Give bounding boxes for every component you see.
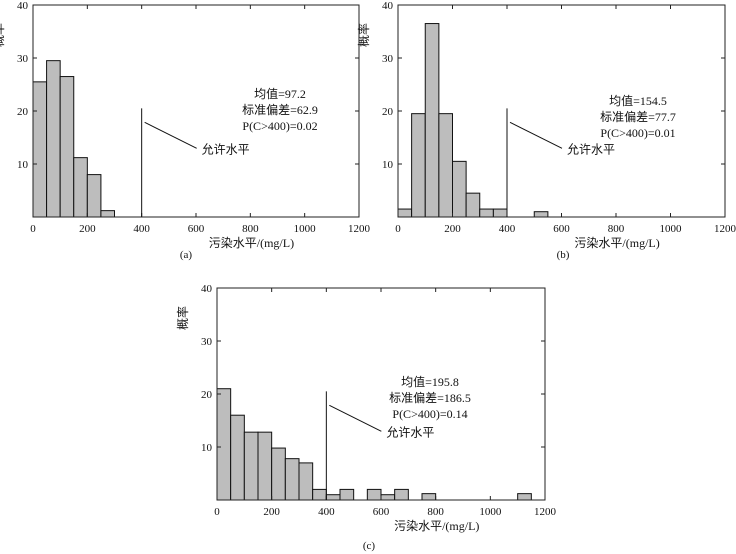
histogram-bar xyxy=(492,208,508,218)
y-tick-label: 30 xyxy=(17,53,29,65)
x-tick-label: 1200 xyxy=(534,506,557,518)
y-axis-label: 概率 xyxy=(356,23,371,47)
histogram-bar xyxy=(100,210,115,218)
stats-line: 标准偏差=62.9 xyxy=(242,102,318,117)
panel-caption: (b) xyxy=(557,249,570,261)
x-tick-label: 1200 xyxy=(348,223,371,235)
histogram-bar xyxy=(73,157,88,218)
stats-line: 标准偏差=186.5 xyxy=(389,390,471,405)
y-tick-label: 10 xyxy=(382,159,394,171)
x-tick-label: 800 xyxy=(242,223,259,235)
y-tick-label: 20 xyxy=(201,389,213,401)
histogram-bar xyxy=(452,160,467,218)
stats-line: 均值=154.5 xyxy=(609,93,667,108)
histogram-bar xyxy=(271,447,286,501)
x-tick-label: 1000 xyxy=(479,506,502,518)
histogram-bar xyxy=(479,208,494,218)
histogram-bar xyxy=(46,60,61,218)
y-tick-label: 10 xyxy=(17,159,29,171)
stats-line: 均值=97.2 xyxy=(254,86,306,101)
x-tick-label: 200 xyxy=(79,223,96,235)
x-tick-label: 200 xyxy=(263,506,280,518)
histogram-bar xyxy=(243,431,259,501)
histogram-bar xyxy=(325,494,341,501)
histogram-bar xyxy=(230,414,245,501)
stats-line: 均值=195.8 xyxy=(401,374,459,389)
histogram-bar xyxy=(86,174,102,218)
y-tick-label: 20 xyxy=(382,106,394,118)
histogram-bar xyxy=(438,113,453,218)
annotation-leader-line xyxy=(509,121,563,149)
stats-line: P(C>400)=0.01 xyxy=(600,126,675,140)
y-tick-label: 40 xyxy=(17,0,29,12)
y-tick-label: 40 xyxy=(201,283,213,295)
allowable-level-label: 允许水平 xyxy=(386,424,434,439)
x-tick-label: 800 xyxy=(608,223,625,235)
histogram-bar xyxy=(284,458,300,501)
histogram-bar xyxy=(312,488,327,501)
x-tick-label: 1000 xyxy=(660,223,683,235)
histogram-bar xyxy=(257,431,273,501)
stats-line: 标准偏差=77.7 xyxy=(600,109,676,124)
histogram-bar xyxy=(465,192,481,218)
x-tick-label: 1000 xyxy=(294,223,317,235)
x-tick-label: 200 xyxy=(444,223,461,235)
histogram-bar xyxy=(421,493,437,501)
x-tick-label: 0 xyxy=(395,223,401,235)
y-tick-label: 20 xyxy=(17,106,29,118)
y-tick-label: 30 xyxy=(382,53,394,65)
histogram-bar xyxy=(533,211,549,218)
histogram-bar xyxy=(411,113,426,218)
histogram-bar xyxy=(216,388,232,501)
stats-line: P(C>400)=0.02 xyxy=(242,119,317,133)
histogram-bar xyxy=(517,493,532,501)
x-tick-label: 600 xyxy=(188,223,205,235)
histogram-bar xyxy=(298,462,314,501)
annotation-leader-line xyxy=(144,121,197,149)
x-axis-label: 污染水平/(mg/L) xyxy=(394,518,479,533)
x-tick-label: 400 xyxy=(499,223,516,235)
histogram-bar xyxy=(397,208,413,218)
x-tick-label: 600 xyxy=(553,223,570,235)
stats-line: P(C>400)=0.14 xyxy=(392,407,467,421)
chart-panel-a: 0 200 400 600 800 1000 1200 10 20 30 40 概率污染水平/(mg/… xyxy=(0,0,371,261)
histogram-bar xyxy=(32,81,48,218)
x-tick-label: 0 xyxy=(30,223,36,235)
x-axis-label: 污染水平/(mg/L) xyxy=(209,235,294,250)
histogram-bar xyxy=(424,23,440,218)
chart-panel-b: 0 200 400 600 800 1000 1200 10 20 30 40 概率污染水平/(mg/… xyxy=(356,0,736,261)
x-tick-label: 1200 xyxy=(714,223,736,235)
y-axis-label: 概率 xyxy=(0,23,6,47)
y-tick-label: 10 xyxy=(201,442,213,454)
chart-panel-c: 0 200 400 600 800 1000 1200 10 20 30 40 概率污染水平/(mg/… xyxy=(175,283,557,552)
histogram-bar xyxy=(394,488,409,501)
histogram-bar xyxy=(59,76,75,218)
allowable-level-label: 允许水平 xyxy=(567,141,615,156)
x-tick-label: 800 xyxy=(427,506,444,518)
histogram-bar xyxy=(339,488,355,501)
x-tick-label: 400 xyxy=(318,506,335,518)
panel-caption: (a) xyxy=(180,249,193,261)
x-tick-label: 600 xyxy=(373,506,390,518)
annotation-leader-line xyxy=(329,404,382,432)
y-axis-label: 概率 xyxy=(175,306,190,330)
x-tick-label: 400 xyxy=(133,223,150,235)
panel-caption: (c) xyxy=(363,540,376,552)
x-tick-label: 0 xyxy=(214,506,220,518)
y-tick-label: 30 xyxy=(201,336,213,348)
histogram-bar xyxy=(380,494,396,501)
y-tick-label: 40 xyxy=(382,0,394,12)
histogram-bar xyxy=(366,488,382,501)
x-axis-label: 污染水平/(mg/L) xyxy=(574,235,659,250)
allowable-level-label: 允许水平 xyxy=(202,141,250,156)
